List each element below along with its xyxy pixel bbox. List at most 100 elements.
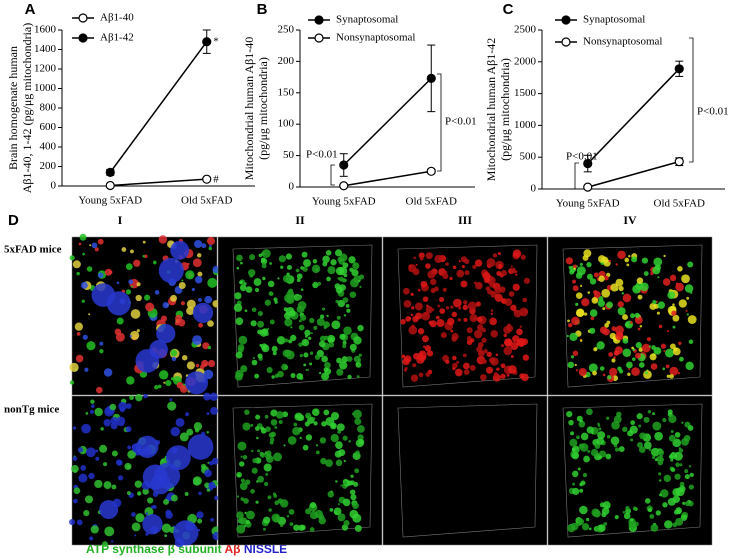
image-texture bbox=[330, 259, 337, 266]
image-texture bbox=[682, 501, 686, 505]
bracket bbox=[574, 162, 579, 190]
image-texture bbox=[88, 472, 95, 480]
image-texture bbox=[161, 459, 165, 463]
image-texture bbox=[649, 514, 655, 519]
image-texture bbox=[136, 282, 141, 287]
image-texture bbox=[636, 413, 643, 420]
image-texture bbox=[127, 465, 131, 469]
image-texture bbox=[239, 482, 248, 491]
image-texture bbox=[313, 325, 318, 330]
image-texture bbox=[135, 393, 143, 402]
image-texture bbox=[300, 288, 304, 291]
image-texture bbox=[79, 233, 87, 241]
image-texture bbox=[516, 328, 523, 336]
image-texture bbox=[338, 276, 344, 282]
annotation: * bbox=[213, 36, 219, 48]
image-texture bbox=[522, 354, 530, 361]
image-texture bbox=[265, 472, 269, 476]
image-texture bbox=[422, 296, 429, 302]
image-texture bbox=[71, 465, 79, 473]
y-tick-label: 150 bbox=[278, 86, 295, 98]
image-texture bbox=[300, 314, 307, 321]
image-texture bbox=[422, 352, 427, 356]
image-texture bbox=[321, 307, 326, 311]
image-texture bbox=[615, 332, 624, 341]
image-texture bbox=[410, 374, 419, 382]
image-texture bbox=[72, 426, 77, 430]
image-texture bbox=[249, 273, 254, 278]
image-texture bbox=[639, 324, 643, 328]
image-texture bbox=[587, 449, 591, 453]
image-texture bbox=[197, 297, 202, 302]
image-texture bbox=[254, 373, 260, 379]
image-texture bbox=[320, 457, 327, 465]
image-texture bbox=[631, 346, 634, 350]
image-texture bbox=[578, 420, 586, 428]
image-texture bbox=[452, 265, 457, 270]
image-texture bbox=[357, 425, 365, 433]
caption-part: NISSLE bbox=[244, 542, 287, 556]
image-texture bbox=[430, 287, 436, 294]
image-texture bbox=[210, 517, 215, 522]
image-texture bbox=[651, 455, 656, 460]
image-texture bbox=[565, 257, 573, 265]
image-texture bbox=[72, 456, 78, 461]
image-texture bbox=[510, 265, 513, 268]
image-texture bbox=[286, 295, 295, 305]
y-tick-label: 500 bbox=[520, 151, 537, 163]
image-texture bbox=[572, 487, 580, 496]
image-texture bbox=[675, 462, 680, 468]
image-texture bbox=[638, 424, 642, 428]
image-texture bbox=[400, 319, 406, 325]
image-texture bbox=[510, 342, 519, 351]
image-texture bbox=[337, 429, 342, 434]
legend-label: Synaptosomal bbox=[336, 14, 398, 26]
image-texture bbox=[78, 473, 88, 483]
image-texture bbox=[571, 447, 576, 452]
image-texture bbox=[410, 292, 414, 296]
image-texture bbox=[239, 280, 243, 285]
image-texture bbox=[638, 362, 645, 368]
image-texture bbox=[207, 277, 218, 288]
image-texture bbox=[639, 432, 647, 440]
image-texture bbox=[644, 441, 652, 450]
image-texture bbox=[286, 264, 292, 270]
image-texture bbox=[678, 299, 687, 308]
image-texture bbox=[566, 411, 573, 418]
image-texture bbox=[102, 541, 108, 548]
image-texture bbox=[309, 511, 318, 520]
image-texture bbox=[245, 519, 251, 525]
image-texture bbox=[615, 278, 624, 287]
image-texture bbox=[606, 320, 611, 325]
image-texture bbox=[307, 336, 312, 340]
image-texture bbox=[251, 449, 254, 453]
image-texture bbox=[245, 286, 253, 293]
image-texture bbox=[290, 372, 296, 379]
image-texture bbox=[632, 506, 637, 511]
image-texture bbox=[629, 321, 633, 324]
image-texture bbox=[315, 409, 318, 412]
image-texture bbox=[659, 479, 662, 482]
image-texture bbox=[194, 276, 203, 284]
image-texture bbox=[179, 432, 189, 442]
image-texture bbox=[147, 497, 154, 504]
image-texture bbox=[572, 482, 576, 486]
x-tick-label: Young 5xFAD bbox=[556, 198, 620, 210]
image-texture bbox=[688, 484, 694, 490]
image-texture bbox=[263, 463, 272, 472]
image-texture bbox=[411, 306, 415, 310]
image-texture bbox=[657, 301, 666, 309]
image-texture bbox=[662, 502, 668, 508]
image-texture bbox=[490, 312, 494, 315]
image-texture bbox=[669, 274, 677, 282]
image-texture bbox=[569, 332, 578, 342]
image-texture bbox=[335, 459, 343, 467]
image-texture bbox=[486, 351, 492, 358]
image-texture bbox=[290, 334, 297, 342]
image-texture bbox=[587, 291, 591, 294]
image-texture bbox=[436, 319, 445, 328]
y-tick-label: 200 bbox=[40, 160, 57, 172]
image-texture bbox=[235, 351, 243, 359]
image-texture bbox=[264, 414, 269, 419]
image-texture bbox=[82, 252, 85, 256]
